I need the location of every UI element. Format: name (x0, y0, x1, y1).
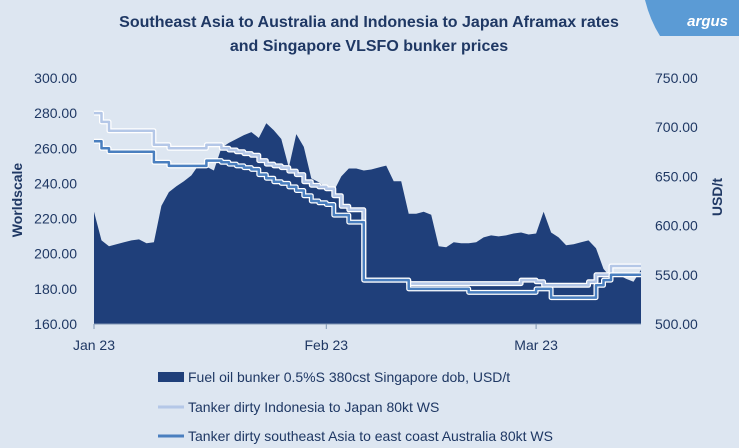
y-tick-label: 200.00 (34, 246, 77, 262)
y2-tick-label: 650.00 (655, 168, 698, 184)
x-axis: Jan 23 Feb 23 Mar 23 (73, 324, 558, 353)
y-tick-label: 260.00 (34, 140, 77, 156)
y2-tick-label: 550.00 (655, 267, 698, 283)
chart-title-line-1: Southeast Asia to Australia and Indonesi… (119, 14, 619, 31)
chart-title: Southeast Asia to Australia and Indonesi… (119, 14, 619, 55)
y2-tick-label: 600.00 (655, 218, 698, 234)
y-axis-right: 750.00 700.00 650.00 600.00 550.00 500.00 (655, 70, 698, 332)
y2-tick-label: 500.00 (655, 316, 698, 332)
y-tick-label: 160.00 (34, 316, 77, 332)
y-axis-title: Worldscale (9, 163, 25, 238)
series-1-line (94, 111, 641, 287)
y-axis-left: 300.00 280.00 260.00 240.00 220.00 200.00 180.… (34, 70, 77, 332)
y2-tick-label: 700.00 (655, 119, 698, 135)
series-0-area (94, 123, 641, 324)
y-tick-label: 300.00 (34, 70, 77, 86)
legend: Fuel oil bunker 0.5%S 380cst Singapore d… (158, 369, 553, 444)
y2-tick-label: 750.00 (655, 70, 698, 86)
x-tick-label: Feb 23 (305, 337, 349, 353)
argus-logo: argus (645, 0, 739, 36)
x-tick-label: Mar 23 (514, 337, 558, 353)
legend-label: Tanker dirty southeast Asia to east coas… (188, 428, 553, 444)
y-tick-label: 280.00 (34, 105, 77, 121)
legend-swatch-area (158, 372, 184, 382)
y-tick-label: 220.00 (34, 211, 77, 227)
logo-text: argus (687, 13, 728, 30)
series-2-line (94, 140, 641, 299)
legend-label: Fuel oil bunker 0.5%S 380cst Singapore d… (188, 369, 510, 385)
y-tick-label: 240.00 (34, 175, 77, 191)
y-tick-label: 180.00 (34, 281, 77, 297)
legend-label: Tanker dirty Indonesia to Japan 80kt WS (188, 399, 439, 415)
y2-axis-title: USD/t (709, 178, 725, 216)
chart-title-line-2: and Singapore VLSFO bunker prices (230, 38, 508, 55)
plot-area (94, 110, 641, 324)
logo-badge (645, 0, 739, 36)
x-tick-label: Jan 23 (73, 337, 115, 353)
